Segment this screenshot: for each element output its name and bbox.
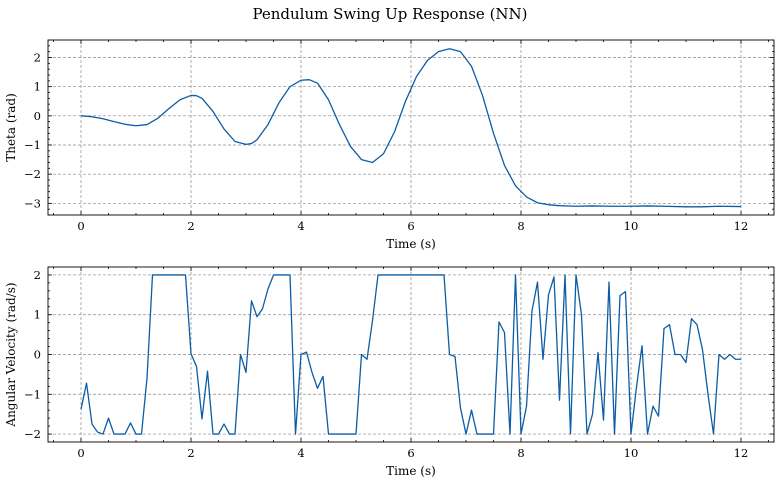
angvel-x-tick-label: 4 bbox=[297, 446, 304, 460]
angvel-x-axis-label: Time (s) bbox=[386, 464, 436, 478]
angvel-x-tick-label: 2 bbox=[187, 446, 194, 460]
theta-x-tick-label: 8 bbox=[517, 219, 524, 233]
theta-x-tick-label: 0 bbox=[77, 219, 84, 233]
theta-x-tick-label: 4 bbox=[297, 219, 304, 233]
angvel-y-tick-label: 1 bbox=[34, 308, 41, 322]
theta-y-tick-label: 1 bbox=[34, 80, 41, 94]
theta-y-tick-label: −1 bbox=[24, 138, 41, 152]
theta-x-axis-label: Time (s) bbox=[386, 237, 436, 251]
angvel-y-tick-label: −1 bbox=[24, 387, 41, 401]
angvel-axes-frame bbox=[47, 266, 775, 443]
angvel-x-tick-label: 0 bbox=[77, 446, 84, 460]
angvel-y-axis-label: Angular Velocity (rad/s) bbox=[4, 282, 18, 427]
theta-y-tick-label: 0 bbox=[34, 109, 41, 123]
angvel-y-tick-label: −2 bbox=[24, 427, 41, 441]
angvel-x-tick-label: 10 bbox=[624, 446, 639, 460]
theta-x-tick-label: 10 bbox=[624, 219, 639, 233]
angvel-x-tick-label: 6 bbox=[407, 446, 414, 460]
angvel-y-tick-label: 0 bbox=[34, 348, 41, 362]
angvel-y-tick-label: 2 bbox=[34, 268, 41, 282]
theta-series-line bbox=[80, 48, 742, 208]
theta-y-tick-label: −3 bbox=[24, 196, 41, 210]
theta-y-axis-label: Theta (rad) bbox=[4, 93, 18, 162]
angvel-series-line bbox=[80, 274, 741, 435]
theta-axes-frame bbox=[47, 39, 775, 216]
angvel-x-tick-label: 12 bbox=[734, 446, 749, 460]
theta-y-tick-label: −2 bbox=[24, 167, 41, 181]
theta-x-tick-label: 2 bbox=[187, 219, 194, 233]
theta-y-tick-label: 2 bbox=[34, 51, 41, 65]
theta-x-tick-label: 6 bbox=[407, 219, 414, 233]
theta-x-tick-label: 12 bbox=[734, 219, 749, 233]
angvel-x-tick-label: 8 bbox=[517, 446, 524, 460]
chart-title: Pendulum Swing Up Response (NN) bbox=[252, 5, 527, 23]
